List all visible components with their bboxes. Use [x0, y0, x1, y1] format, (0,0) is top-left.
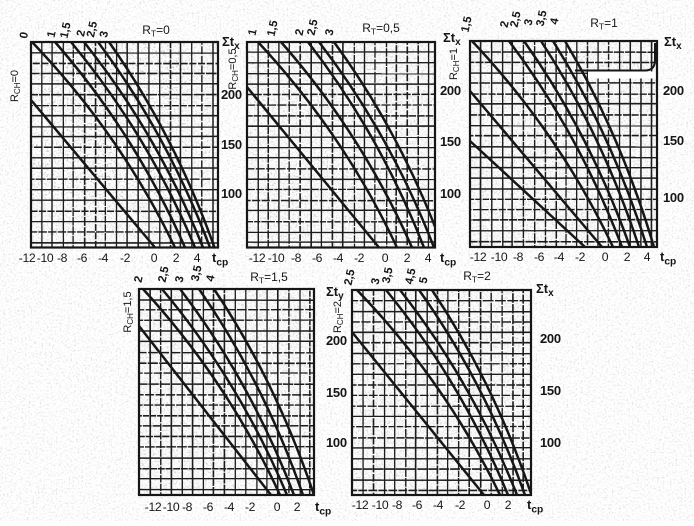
svg-text:100: 100	[326, 435, 347, 450]
svg-text:-4: -4	[224, 500, 235, 514]
svg-text:2: 2	[294, 500, 301, 514]
svg-text:RCH=0,5: RCH=0,5	[227, 48, 240, 89]
svg-text:0: 0	[382, 251, 389, 265]
svg-text:RT=0,5: RT=0,5	[362, 21, 400, 37]
svg-text:-10: -10	[372, 498, 389, 512]
svg-text:200: 200	[540, 331, 561, 346]
svg-text:-4: -4	[554, 250, 565, 264]
svg-text:-12: -12	[249, 251, 266, 265]
svg-text:4: 4	[644, 250, 651, 264]
svg-text:100: 100	[221, 186, 242, 201]
svg-text:-4: -4	[433, 498, 444, 512]
svg-text:150: 150	[663, 133, 684, 148]
svg-text:-4: -4	[98, 251, 109, 265]
svg-text:RT=0: RT=0	[142, 23, 170, 39]
svg-text:-6: -6	[412, 498, 423, 512]
svg-text:RCH=1,5: RCH=1,5	[122, 291, 135, 332]
svg-text:-8: -8	[291, 251, 302, 265]
svg-text:100: 100	[440, 186, 461, 201]
svg-text:2: 2	[505, 498, 512, 512]
svg-text:200: 200	[440, 83, 461, 98]
svg-text:-2: -2	[245, 500, 256, 514]
svg-text:150: 150	[221, 137, 242, 152]
svg-text:-8: -8	[513, 250, 524, 264]
svg-text:RT=1: RT=1	[590, 16, 618, 32]
svg-text:-8: -8	[57, 251, 68, 265]
svg-text:100: 100	[540, 435, 561, 450]
svg-text:-2: -2	[455, 498, 466, 512]
svg-text:-12: -12	[145, 500, 162, 514]
svg-text:-8: -8	[392, 498, 403, 512]
svg-text:150: 150	[540, 383, 561, 398]
svg-text:-10: -10	[163, 500, 180, 514]
svg-text:RT=2: RT=2	[463, 269, 491, 285]
svg-text:-6: -6	[534, 250, 545, 264]
svg-text:4: 4	[425, 251, 432, 265]
svg-text:4: 4	[194, 251, 201, 265]
svg-text:100: 100	[663, 190, 684, 205]
svg-text:200: 200	[663, 83, 684, 98]
svg-text:0: 0	[274, 500, 281, 514]
svg-text:-10: -10	[268, 251, 285, 265]
svg-text:-12: -12	[19, 251, 36, 265]
svg-text:150: 150	[326, 385, 347, 400]
svg-text:0: 0	[484, 498, 491, 512]
svg-text:0: 0	[602, 250, 609, 264]
svg-text:-12: -12	[470, 250, 487, 264]
svg-text:-2: -2	[354, 251, 365, 265]
svg-text:-2: -2	[120, 251, 131, 265]
svg-text:RT=1,5: RT=1,5	[250, 270, 288, 286]
svg-text:-10: -10	[491, 250, 508, 264]
svg-text:-6: -6	[77, 251, 88, 265]
svg-text:-12: -12	[352, 498, 369, 512]
svg-text:2: 2	[404, 251, 411, 265]
svg-text:-4: -4	[333, 251, 344, 265]
svg-text:-10: -10	[37, 251, 54, 265]
svg-text:-6: -6	[312, 251, 323, 265]
svg-text:0: 0	[151, 251, 158, 265]
svg-text:200: 200	[326, 333, 347, 348]
svg-text:-8: -8	[182, 500, 193, 514]
svg-text:2: 2	[624, 250, 631, 264]
svg-text:150: 150	[440, 134, 461, 149]
svg-text:-6: -6	[203, 500, 214, 514]
svg-text:-2: -2	[575, 250, 586, 264]
svg-text:2: 2	[173, 251, 180, 265]
